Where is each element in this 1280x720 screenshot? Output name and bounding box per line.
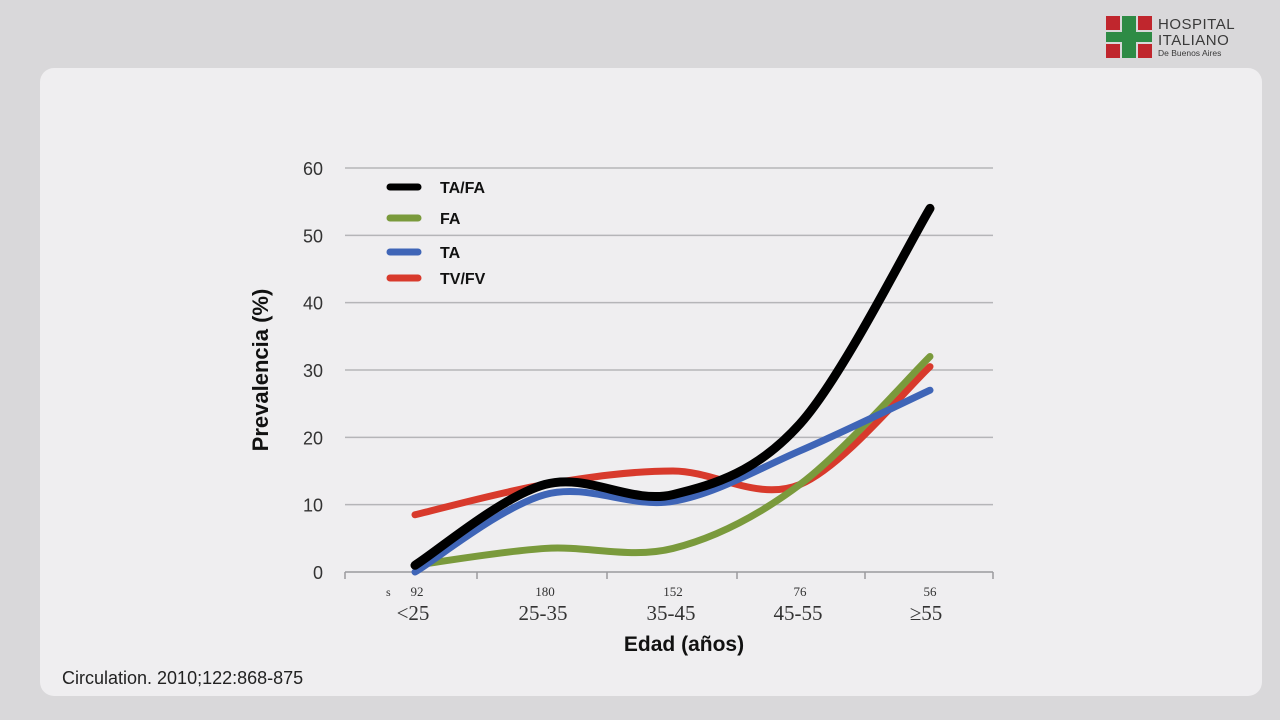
axis-layer: 0 10 20 30 40 50 60 s 92 180 152 76 56 <25 25-35 35-45 4… — [303, 159, 994, 625]
legend-label: TA/FA — [440, 180, 485, 197]
hospital-logo: HOSPITAL ITALIANO De Buenos Aires — [1106, 16, 1256, 60]
count-label: 92 — [411, 584, 424, 599]
series-line-ta — [411, 386, 934, 576]
hospital-cross-icon — [1106, 16, 1152, 58]
series-line-ta-fa — [410, 203, 935, 570]
y-tick-label: 40 — [303, 294, 323, 314]
x-tick-label: <25 — [397, 601, 430, 625]
y-tick-label: 10 — [303, 496, 323, 516]
legend-layer: TA/FA FA TA TV/FV — [386, 180, 486, 288]
y-tick-label: 50 — [303, 226, 323, 246]
y-tick-label: 20 — [303, 428, 323, 448]
x-tick-label: 45-55 — [774, 601, 823, 625]
series-line-fa — [411, 353, 934, 569]
slide-panel — [40, 68, 1262, 696]
series-layer — [410, 203, 935, 576]
citation: Circulation. 2010;122:868-875 — [62, 668, 304, 688]
x-tick-label: ≥55 — [910, 601, 943, 625]
x-axis-label: Edad (años) — [624, 633, 744, 656]
series-line-tv-fv — [411, 363, 934, 519]
legend-label: TA — [440, 245, 461, 262]
x-tick-label: 25-35 — [519, 601, 568, 625]
logo-text: HOSPITAL ITALIANO De Buenos Aires — [1158, 17, 1235, 58]
y-axis-label: Prevalencia (%) — [248, 289, 273, 452]
logo-line2: ITALIANO — [1158, 32, 1230, 49]
legend-label: FA — [440, 211, 461, 228]
y-tick-label: 30 — [303, 361, 323, 381]
count-prefix: s — [386, 585, 391, 599]
logo-line3: De Buenos Aires — [1158, 48, 1222, 58]
logo-line1: HOSPITAL — [1158, 16, 1236, 33]
count-label: 56 — [924, 584, 938, 599]
count-label: 76 — [794, 584, 808, 599]
legend-label: TV/FV — [440, 271, 486, 288]
x-tick-label: 35-45 — [647, 601, 696, 625]
count-label: 152 — [663, 584, 683, 599]
count-label: 180 — [535, 584, 555, 599]
y-tick-label: 60 — [303, 159, 323, 179]
y-tick-label: 0 — [313, 563, 323, 583]
